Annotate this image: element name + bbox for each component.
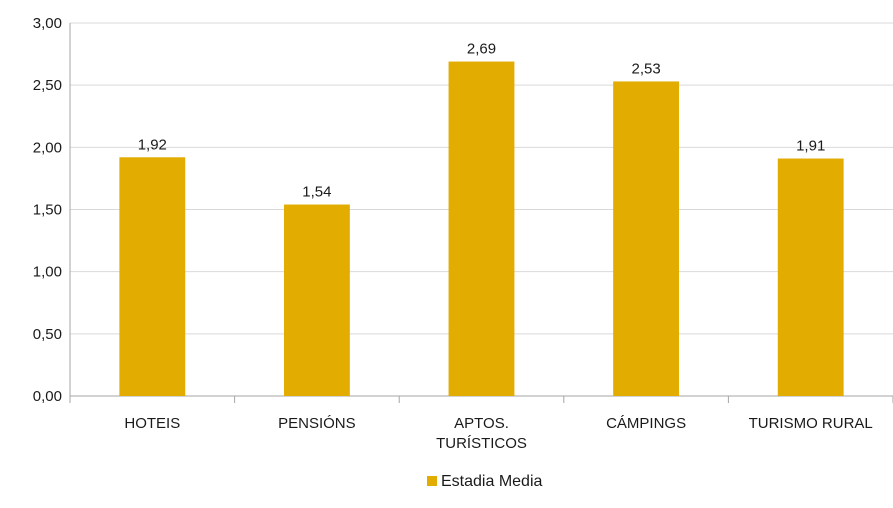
- data-label: 2,69: [467, 41, 496, 58]
- y-tick-label: 2,50: [33, 77, 62, 94]
- data-label: 1,91: [796, 138, 825, 155]
- data-labels: 1,92 1,54 2,69 2,53 1,91: [138, 41, 826, 201]
- y-tick-label: 0,50: [33, 326, 62, 343]
- axes: 0,00 0,50 1,00 1,50 2,00 2,50 3,00 HOTEIS PENSIÓ…: [33, 15, 893, 452]
- bar: [119, 157, 186, 396]
- data-label: 2,53: [631, 60, 660, 77]
- x-tick-label: TURÍSTICOS: [436, 435, 527, 452]
- bar: [777, 158, 844, 396]
- x-tick-label: CÁMPINGS: [606, 415, 686, 432]
- y-tick-label: 1,50: [33, 202, 62, 219]
- bar: [448, 61, 515, 396]
- x-tick-label: HOTEIS: [124, 415, 180, 432]
- bar: [613, 81, 680, 396]
- legend-swatch: [427, 476, 437, 486]
- legend-label: Estadia Media: [441, 473, 542, 490]
- bar: [283, 204, 350, 396]
- y-tick-label: 0,00: [33, 388, 62, 405]
- x-tick-label: PENSIÓNS: [278, 415, 356, 432]
- legend: Estadia Media: [427, 473, 542, 490]
- x-tick-label: TURISMO RURAL: [749, 415, 873, 432]
- y-tick-label: 1,00: [33, 264, 62, 281]
- y-tick-label: 3,00: [33, 15, 62, 32]
- data-label: 1,92: [138, 136, 167, 153]
- data-label: 1,54: [302, 184, 331, 201]
- bars: [119, 61, 844, 396]
- y-tick-label: 2,00: [33, 139, 62, 156]
- x-tick-label: APTOS.: [454, 415, 509, 432]
